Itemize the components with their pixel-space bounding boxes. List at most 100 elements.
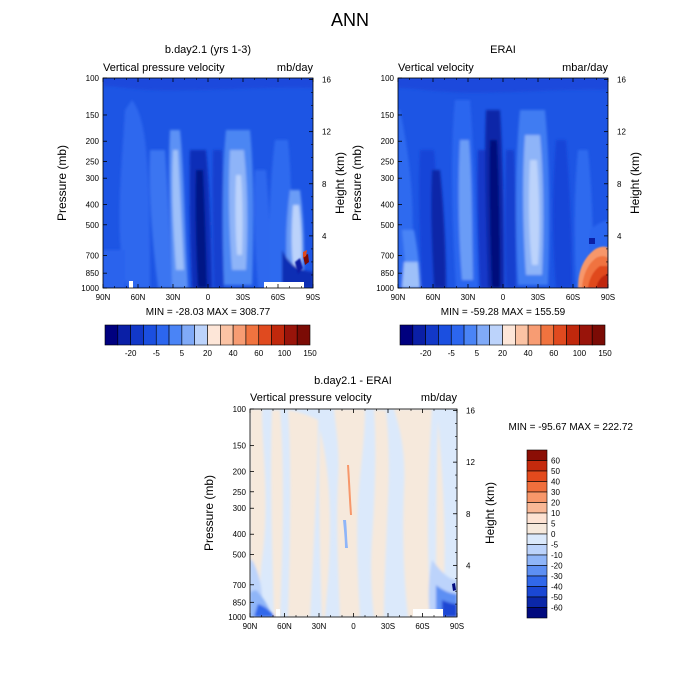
y-tick-label: 400: [381, 200, 395, 209]
colorbar-label: 50: [551, 467, 560, 476]
colorbar-swatch: [463, 324, 478, 346]
x-tick-label: 60N: [131, 293, 146, 302]
y-tick-label: 300: [233, 504, 247, 513]
colorbar-label: -10: [551, 551, 563, 560]
panel-diff-ylabel-right: Height (km): [483, 482, 497, 544]
y-tick-label: 250: [233, 488, 247, 497]
colorbar-swatch: [476, 324, 490, 346]
y-tick-label: 300: [86, 174, 100, 183]
colorbar-swatch: [526, 607, 548, 619]
y-tick-label: 250: [381, 158, 395, 167]
colorbar-swatch: [526, 449, 548, 461]
panel-model-axes: 90N 60N 30N 0 30S 60S 90S 100 150 200 250 300 400 500…: [81, 74, 331, 302]
figure-title: ANN: [331, 10, 369, 30]
y-right-tick-label: 8: [617, 180, 622, 189]
y-tick-label: 1000: [228, 613, 246, 622]
colorbar-label: 40: [229, 349, 238, 358]
colorbar-swatch: [526, 596, 548, 608]
panel-erai-left-string: Vertical velocity: [398, 62, 474, 74]
y-tick-label: 100: [233, 405, 247, 414]
colorbar-label: 30: [551, 488, 560, 497]
panel-model-right-string: mb/day: [277, 62, 314, 74]
y-right-tick-label: 16: [466, 407, 475, 416]
colorbar-label: 5: [475, 349, 480, 358]
x-tick-label: 90N: [243, 622, 258, 631]
colorbar-label: 40: [524, 349, 533, 358]
colorbar-swatch: [526, 544, 548, 556]
colorbar-label: -5: [153, 349, 161, 358]
y-tick-label: 850: [86, 269, 100, 278]
panel-erai-field: [398, 78, 608, 288]
colorbar-swatch: [526, 502, 548, 514]
y-right-tick-label: 12: [617, 128, 626, 137]
colorbar-swatch: [194, 324, 208, 346]
colorbar-swatch: [155, 324, 170, 346]
y-right-tick-label: 12: [466, 458, 475, 467]
colorbar-swatch: [450, 324, 465, 346]
colorbar-label: -30: [551, 572, 563, 581]
panel-model-ylabel: Pressure (mb): [55, 145, 69, 221]
y-tick-label: 500: [381, 221, 395, 230]
y-tick-label: 700: [381, 251, 395, 260]
colorbar-label: 5: [180, 349, 185, 358]
colorbar-swatch: [220, 324, 234, 346]
colorbar-label: -60: [551, 604, 563, 613]
colorbar-swatch: [245, 324, 260, 346]
colorbar-swatch: [271, 324, 285, 346]
colorbar-swatch: [130, 324, 144, 346]
y-tick-label: 150: [86, 111, 100, 120]
colorbar-swatch: [579, 324, 593, 346]
colorbar-label: 10: [551, 509, 560, 518]
panel-model: 90N 60N 30N 0 30S 60S 90S 100 150 200 250 300 400 500…: [55, 44, 347, 358]
colorbar-label: -20: [125, 349, 137, 358]
y-tick-label: 200: [233, 468, 247, 477]
x-tick-label: 30S: [381, 622, 395, 631]
x-tick-label: 0: [501, 293, 506, 302]
x-tick-label: 30N: [166, 293, 181, 302]
colorbar-swatch: [104, 324, 119, 346]
y-tick-label: 850: [233, 598, 247, 607]
colorbar-label: 150: [303, 349, 317, 358]
x-tick-label: 30N: [461, 293, 476, 302]
colorbar-swatch: [181, 324, 195, 346]
x-tick-label: 90S: [450, 622, 464, 631]
panel-diff-ylabel: Pressure (mb): [202, 475, 216, 551]
colorbar-swatch: [207, 324, 221, 346]
colorbar-swatch: [412, 324, 426, 346]
colorbar-swatch: [553, 324, 567, 346]
panel-diff-left-string: Vertical pressure velocity: [250, 392, 372, 404]
colorbar-swatch: [526, 565, 548, 577]
panel-erai-ylabel: Pressure (mb): [350, 145, 364, 221]
panel-erai: 90N 60N 30N 0 30S 60S 90S 100 150 200 250 300 400 500…: [350, 44, 642, 358]
colorbar-swatch: [489, 324, 503, 346]
colorbar-swatch: [502, 324, 516, 346]
x-tick-label: 30N: [312, 622, 327, 631]
colorbar-label: -5: [551, 541, 559, 550]
y-tick-label: 500: [233, 550, 247, 559]
colorbar-swatch: [566, 324, 580, 346]
colorbar-swatch: [540, 324, 555, 346]
panel-model-left-string: Vertical pressure velocity: [103, 62, 225, 74]
panel-erai-colorbar: -20 -5 5 20 40 60 100 150: [399, 324, 612, 358]
colorbar-label: -40: [551, 583, 563, 592]
colorbar-swatch: [168, 324, 183, 346]
colorbar-swatch: [527, 324, 542, 346]
y-tick-label: 700: [86, 251, 100, 260]
y-right-tick-label: 4: [322, 232, 327, 241]
x-tick-label: 90S: [306, 293, 320, 302]
panel-diff-right-string: mb/day: [421, 392, 458, 404]
colorbar-swatch: [526, 470, 548, 482]
colorbar-label: -20: [551, 562, 563, 571]
colorbar-label: 100: [278, 349, 292, 358]
colorbar-label: 100: [573, 349, 587, 358]
panel-diff-field: [250, 409, 457, 617]
panel-erai-right-string: mbar/day: [562, 62, 608, 74]
x-tick-label: 90S: [601, 293, 615, 302]
colorbar-swatch: [143, 324, 157, 346]
y-tick-label: 100: [86, 74, 100, 83]
colorbar-swatch: [438, 324, 452, 346]
colorbar-label: 60: [551, 457, 560, 466]
colorbar-label: -20: [420, 349, 432, 358]
